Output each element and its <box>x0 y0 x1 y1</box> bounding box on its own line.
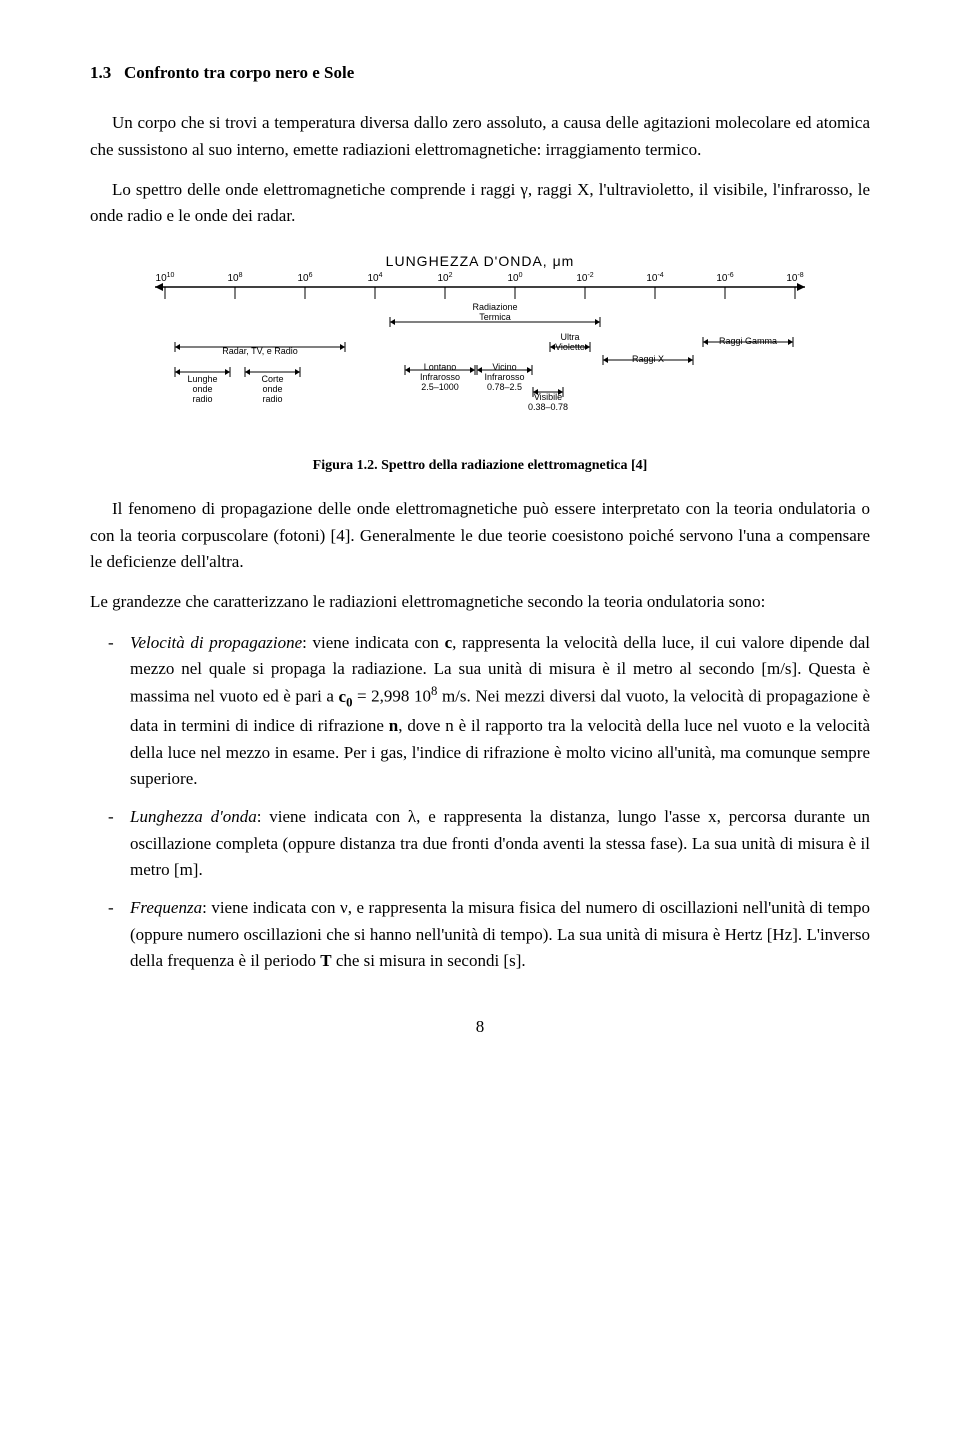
svg-text:radio: radio <box>262 394 282 404</box>
svg-text:Violetto: Violetto <box>555 342 585 352</box>
svg-text:108: 108 <box>227 272 242 284</box>
svg-text:10-8: 10-8 <box>786 272 803 284</box>
svg-text:100: 100 <box>507 272 522 284</box>
term-lunghezza: Lunghezza d'onda <box>130 807 257 826</box>
svg-text:Radiazione: Radiazione <box>472 302 517 312</box>
svg-text:Vicino: Vicino <box>492 362 516 372</box>
list-item-lunghezza: Lunghezza d'onda: viene indicata con λ, … <box>130 804 870 883</box>
svg-text:onde: onde <box>262 384 282 394</box>
svg-text:Termica: Termica <box>479 312 511 322</box>
spectrum-diagram: LUNGHEZZA D'ONDA, μm 1010 108 106 104 102 100 1… <box>125 252 835 427</box>
list-item-velocita: Velocità di propagazione: viene indicata… <box>130 630 870 793</box>
svg-text:Visibile: Visibile <box>534 392 562 402</box>
svg-text:Lontano: Lontano <box>424 362 457 372</box>
svg-text:106: 106 <box>297 272 312 284</box>
svg-text:10-2: 10-2 <box>576 272 593 284</box>
svg-text:Infrarosso: Infrarosso <box>484 372 524 382</box>
section-title-text: Confronto tra corpo nero e Sole <box>124 63 354 82</box>
svg-text:0.38–0.78: 0.38–0.78 <box>528 402 568 412</box>
section-heading: 1.3 Confronto tra corpo nero e Sole <box>90 60 870 86</box>
svg-text:102: 102 <box>437 272 452 284</box>
svg-text:Infrarosso: Infrarosso <box>420 372 460 382</box>
term-velocita: Velocità di propagazione <box>130 633 302 652</box>
svg-text:Ultra: Ultra <box>560 332 579 342</box>
svg-text:10-4: 10-4 <box>646 272 663 284</box>
svg-text:Corte: Corte <box>261 374 283 384</box>
svg-text:1010: 1010 <box>156 272 175 284</box>
svg-text:2.5–1000: 2.5–1000 <box>421 382 459 392</box>
page-number: 8 <box>90 1014 870 1040</box>
svg-text:Lunghe: Lunghe <box>187 374 217 384</box>
svg-text:Raggi X: Raggi X <box>632 354 664 364</box>
symbol-c0: c0 <box>339 687 353 706</box>
symbol-n: n <box>389 716 398 735</box>
svg-text:0.78–2.5: 0.78–2.5 <box>487 382 522 392</box>
paragraph-3: Il fenomeno di propagazione delle onde e… <box>90 496 870 575</box>
figure-caption: Figura 1.2. Spettro della radiazione ele… <box>90 455 870 477</box>
svg-text:Radar, TV, e Radio: Radar, TV, e Radio <box>222 346 298 356</box>
list-item-frequenza: Frequenza: viene indicata con ν, e rappr… <box>130 895 870 974</box>
paragraph-1: Un corpo che si trovi a temperatura dive… <box>90 110 870 163</box>
term-frequenza: Frequenza <box>130 898 202 917</box>
paragraph-4: Le grandezze che caratterizzano le radia… <box>90 589 870 615</box>
symbol-T: T <box>320 951 331 970</box>
svg-text:radio: radio <box>192 394 212 404</box>
svg-text:Raggi Gamma: Raggi Gamma <box>719 336 777 346</box>
symbol-c: c <box>445 633 453 652</box>
svg-text:onde: onde <box>192 384 212 394</box>
svg-text:LUNGHEZZA D'ONDA, μm: LUNGHEZZA D'ONDA, μm <box>386 253 575 269</box>
definition-list: Velocità di propagazione: viene indicata… <box>90 630 870 975</box>
svg-text:104: 104 <box>367 272 382 284</box>
section-number: 1.3 <box>90 63 111 82</box>
figure-spectrum: LUNGHEZZA D'ONDA, μm 1010 108 106 104 102 100 1… <box>90 252 870 427</box>
svg-text:10-6: 10-6 <box>716 272 733 284</box>
paragraph-2: Lo spettro delle onde elettromagnetiche … <box>90 177 870 230</box>
